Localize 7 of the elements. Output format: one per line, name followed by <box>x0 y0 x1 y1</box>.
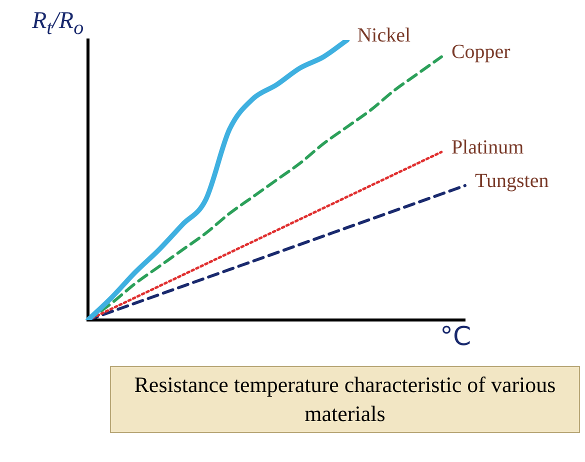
series-label: Platinum <box>451 136 524 158</box>
series-label: Nickel <box>357 24 411 46</box>
series-label: Tungsten <box>475 170 549 192</box>
x-axis-title: °C <box>440 322 472 352</box>
text: Resistance temperature characteristic of various materials <box>133 371 557 428</box>
series-label: Copper <box>451 41 511 64</box>
y-axis-title: R$_{t}$/R$_{o}$ <box>32 8 84 40</box>
